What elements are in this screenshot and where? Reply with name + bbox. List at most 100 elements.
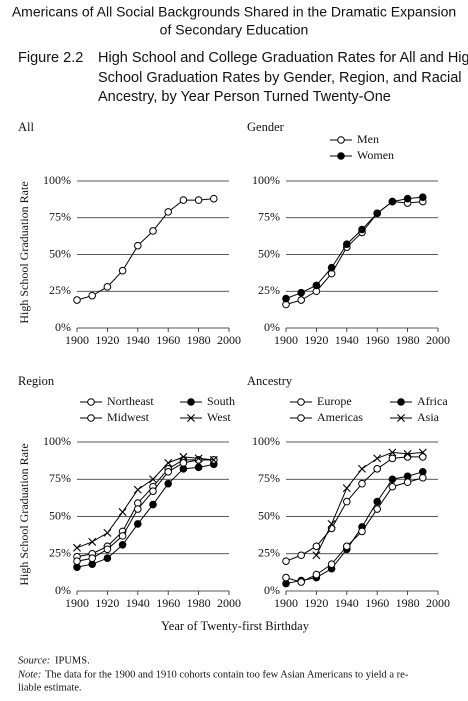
marker bbox=[312, 551, 321, 560]
x-tick-label: 1920 bbox=[95, 596, 119, 610]
marker bbox=[149, 475, 157, 484]
title-line: of Secondary Education bbox=[160, 22, 309, 38]
legend-label: Asia bbox=[417, 410, 440, 424]
marker bbox=[194, 456, 203, 464]
y-tick-label: 100% bbox=[43, 434, 71, 448]
x-tick-label: 1960 bbox=[156, 596, 180, 610]
x-tick-label: 1940 bbox=[335, 596, 359, 610]
marker bbox=[343, 240, 351, 249]
marker bbox=[179, 452, 188, 461]
x-tick-label: 1980 bbox=[396, 596, 420, 610]
legend-label: Midwest bbox=[107, 410, 150, 424]
marker bbox=[297, 296, 306, 304]
marker bbox=[73, 296, 81, 304]
legend-marker bbox=[397, 398, 405, 406]
marker bbox=[388, 482, 397, 491]
marker bbox=[297, 288, 306, 297]
x-tick-label: 2000 bbox=[217, 596, 241, 610]
x-axis-label: Year of Twenty-first Birthday bbox=[161, 619, 310, 633]
marker bbox=[118, 532, 127, 540]
marker bbox=[358, 527, 366, 536]
marker bbox=[149, 227, 157, 235]
marker bbox=[103, 545, 112, 554]
series-line bbox=[76, 456, 214, 549]
legend-label: Africa bbox=[417, 394, 448, 408]
marker bbox=[164, 208, 172, 216]
legend-marker bbox=[397, 414, 405, 422]
marker bbox=[312, 542, 321, 551]
y-tick-label: 25% bbox=[49, 546, 71, 560]
marker bbox=[282, 573, 290, 582]
note: The data for the 1900 and 1910 cohorts c… bbox=[45, 669, 409, 680]
marker bbox=[388, 475, 397, 484]
marker bbox=[194, 454, 203, 463]
marker bbox=[133, 485, 142, 494]
y-tick-label: 50% bbox=[49, 246, 71, 260]
x-tick-label: 2000 bbox=[217, 333, 241, 347]
x-tick-label: 1920 bbox=[304, 333, 328, 347]
marker bbox=[312, 570, 321, 579]
marker bbox=[134, 505, 142, 513]
series-line bbox=[285, 196, 423, 300]
marker bbox=[194, 463, 203, 472]
marker bbox=[118, 266, 127, 275]
x-tick-label: 2000 bbox=[426, 333, 450, 347]
marker bbox=[73, 543, 81, 552]
marker bbox=[327, 519, 336, 528]
y-tick-label: 100% bbox=[252, 173, 280, 187]
marker bbox=[373, 454, 382, 463]
marker bbox=[343, 542, 351, 551]
series-line bbox=[285, 471, 423, 585]
caption-line: School Graduation Rates by Gender, Regio… bbox=[98, 70, 462, 86]
marker bbox=[297, 578, 306, 586]
marker bbox=[403, 194, 412, 203]
marker bbox=[403, 449, 412, 458]
legend-label: South bbox=[207, 394, 235, 408]
marker bbox=[373, 465, 382, 473]
legend-marker bbox=[187, 414, 195, 422]
legend-label: Women bbox=[357, 148, 394, 162]
marker bbox=[419, 453, 427, 461]
x-tick-label: 1900 bbox=[274, 333, 298, 347]
legend-label: Men bbox=[357, 132, 379, 146]
panel-title: All bbox=[18, 120, 35, 134]
marker bbox=[103, 528, 112, 537]
x-tick-label: 1980 bbox=[187, 333, 211, 347]
legend-marker bbox=[187, 398, 195, 406]
y-tick-label: 75% bbox=[49, 471, 71, 485]
y-tick-label: 75% bbox=[49, 210, 71, 224]
legend-marker bbox=[297, 414, 305, 422]
x-tick-label: 1900 bbox=[65, 333, 89, 347]
legend-marker bbox=[337, 136, 345, 144]
marker bbox=[164, 479, 172, 488]
marker bbox=[419, 193, 427, 201]
title-line: Americans of All Social Backgrounds Shar… bbox=[12, 4, 456, 20]
marker bbox=[358, 225, 366, 234]
series-line bbox=[76, 459, 214, 558]
x-tick-label: 1920 bbox=[304, 596, 328, 610]
marker bbox=[327, 560, 336, 568]
y-tick-label: 75% bbox=[258, 210, 280, 224]
x-tick-label: 1960 bbox=[365, 596, 389, 610]
y-tick-label: 0% bbox=[264, 583, 280, 597]
marker bbox=[327, 263, 336, 272]
y-tick-label: 0% bbox=[55, 320, 71, 334]
marker bbox=[388, 454, 397, 463]
marker bbox=[149, 487, 157, 495]
y-tick-label: 75% bbox=[258, 471, 280, 485]
panel-title: Ancestry bbox=[247, 374, 293, 388]
marker bbox=[194, 196, 203, 204]
marker bbox=[209, 455, 218, 464]
marker bbox=[388, 197, 397, 206]
marker bbox=[134, 241, 142, 250]
legend-marker bbox=[297, 398, 305, 406]
y-tick-label: 0% bbox=[55, 583, 71, 597]
y-axis-label: High School Graduation Rate bbox=[17, 181, 31, 323]
marker bbox=[419, 473, 427, 482]
y-tick-label: 50% bbox=[258, 508, 280, 522]
source-label: Source: bbox=[18, 655, 50, 666]
marker bbox=[88, 291, 96, 300]
series-line bbox=[76, 198, 214, 301]
marker bbox=[179, 196, 188, 204]
marker bbox=[103, 283, 112, 291]
